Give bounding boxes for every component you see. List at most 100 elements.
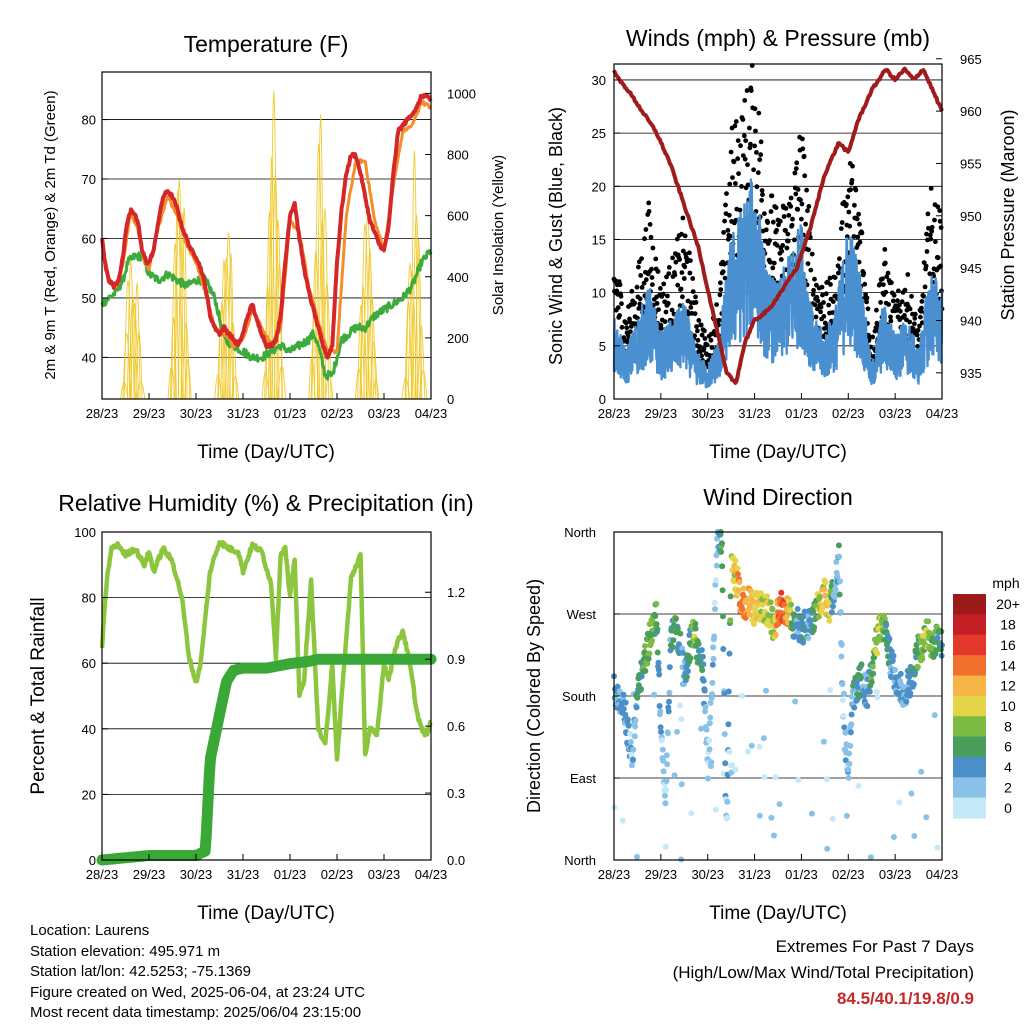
direction-point (866, 688, 873, 695)
colorbar-label: 16 (1000, 637, 1016, 653)
direction-point (713, 577, 719, 584)
gust-point (629, 288, 635, 294)
gust-point (680, 294, 685, 300)
x-tick-label: 30/23 (180, 406, 213, 421)
solar-insolation-trace (261, 370, 270, 400)
direction-point (890, 652, 897, 659)
solar-insolation-trace (173, 190, 183, 400)
y2-tick-label: 200 (447, 331, 469, 346)
gust-point (618, 293, 624, 299)
direction-point (767, 599, 774, 606)
direction-point (775, 620, 782, 627)
gust-point (731, 159, 737, 165)
x-tick-label: 03/23 (368, 406, 401, 421)
x-tick-label: 28/23 (598, 867, 631, 882)
direction-point (918, 768, 925, 775)
gust-point (899, 299, 905, 305)
x-tick-label: 31/23 (227, 406, 260, 421)
direction-point (768, 814, 775, 821)
gust-point (848, 187, 853, 193)
x-tick-label: 31/23 (738, 406, 771, 421)
gust-point (752, 143, 757, 149)
direction-point (896, 799, 903, 806)
gust-point (853, 187, 859, 193)
solar-insolation-trace (265, 211, 274, 400)
direction-point (888, 648, 895, 655)
direction-point (867, 854, 874, 861)
gust-point (938, 225, 944, 231)
gust-point (763, 227, 769, 233)
direction-point (625, 722, 632, 729)
gust-point (642, 236, 647, 242)
gust-point (918, 314, 923, 320)
direction-point (778, 589, 785, 596)
solar-insolation-trace (369, 341, 378, 400)
y-tick-label: 50 (82, 291, 96, 306)
station-elevation: Station elevation: 495.971 m (30, 942, 221, 960)
gust-point (649, 275, 655, 280)
colorbar-swatch (953, 756, 986, 778)
gust-point (717, 292, 723, 298)
x-tick-label: 28/23 (598, 406, 631, 421)
gust-point (727, 233, 733, 239)
x-tick-label: 03/23 (368, 867, 401, 882)
x-tick-label: 28/23 (86, 406, 119, 421)
direction-point (727, 617, 734, 624)
direction-point (897, 670, 904, 677)
x-tick-label: 29/23 (133, 406, 166, 421)
direction-point (834, 573, 841, 580)
gust-point (774, 227, 779, 233)
gust-point (774, 242, 780, 248)
gust-point (864, 299, 869, 305)
gust-point (669, 307, 675, 313)
temperature-plot-frame (101, 71, 432, 400)
gust-point (624, 325, 630, 331)
direction-point (713, 562, 720, 569)
gust-point (765, 220, 771, 225)
series-2m-td (100, 249, 433, 381)
direction-point (655, 659, 662, 666)
gust-point (673, 259, 679, 265)
gust-point (828, 282, 833, 287)
gust-point (812, 302, 818, 308)
gust-point (917, 323, 922, 329)
gust-point (740, 117, 746, 122)
wind-direction-title: Wind Direction (703, 484, 853, 510)
gust-point (679, 270, 685, 275)
direction-point (883, 622, 890, 629)
direction-point (748, 742, 755, 749)
direction-point (700, 661, 707, 668)
gust-point (907, 319, 913, 325)
gust-point (783, 206, 789, 211)
direction-point (719, 563, 726, 570)
direction-point (740, 591, 746, 598)
humidity-y-label: Percent & Total Rainfall (28, 597, 49, 794)
direction-point (874, 650, 881, 657)
gust-point (837, 256, 842, 262)
direction-point (892, 666, 898, 673)
gust-point (806, 204, 812, 209)
gust-point (780, 243, 786, 248)
gust-point (783, 228, 788, 233)
gust-point (619, 301, 624, 307)
y2-tick-label: 935 (960, 366, 982, 381)
gust-point (639, 285, 645, 290)
direction-point (931, 712, 938, 719)
gust-point (895, 298, 900, 304)
gust-point (759, 188, 765, 193)
direction-point (622, 699, 629, 706)
direction-point (855, 782, 862, 789)
gust-point (649, 266, 654, 272)
direction-point (822, 579, 829, 586)
direction-point (851, 704, 858, 711)
y-tick-label: East (570, 771, 596, 786)
y2-tick-label: 1.2 (447, 585, 465, 600)
y-tick-label: South (562, 689, 596, 704)
direction-point (914, 664, 921, 670)
solar-insolation-trace (136, 381, 146, 400)
gust-point (785, 231, 791, 237)
direction-point (772, 774, 779, 781)
solar-insolation-trace (417, 325, 426, 400)
gust-point (709, 345, 715, 350)
direction-point (910, 681, 917, 688)
